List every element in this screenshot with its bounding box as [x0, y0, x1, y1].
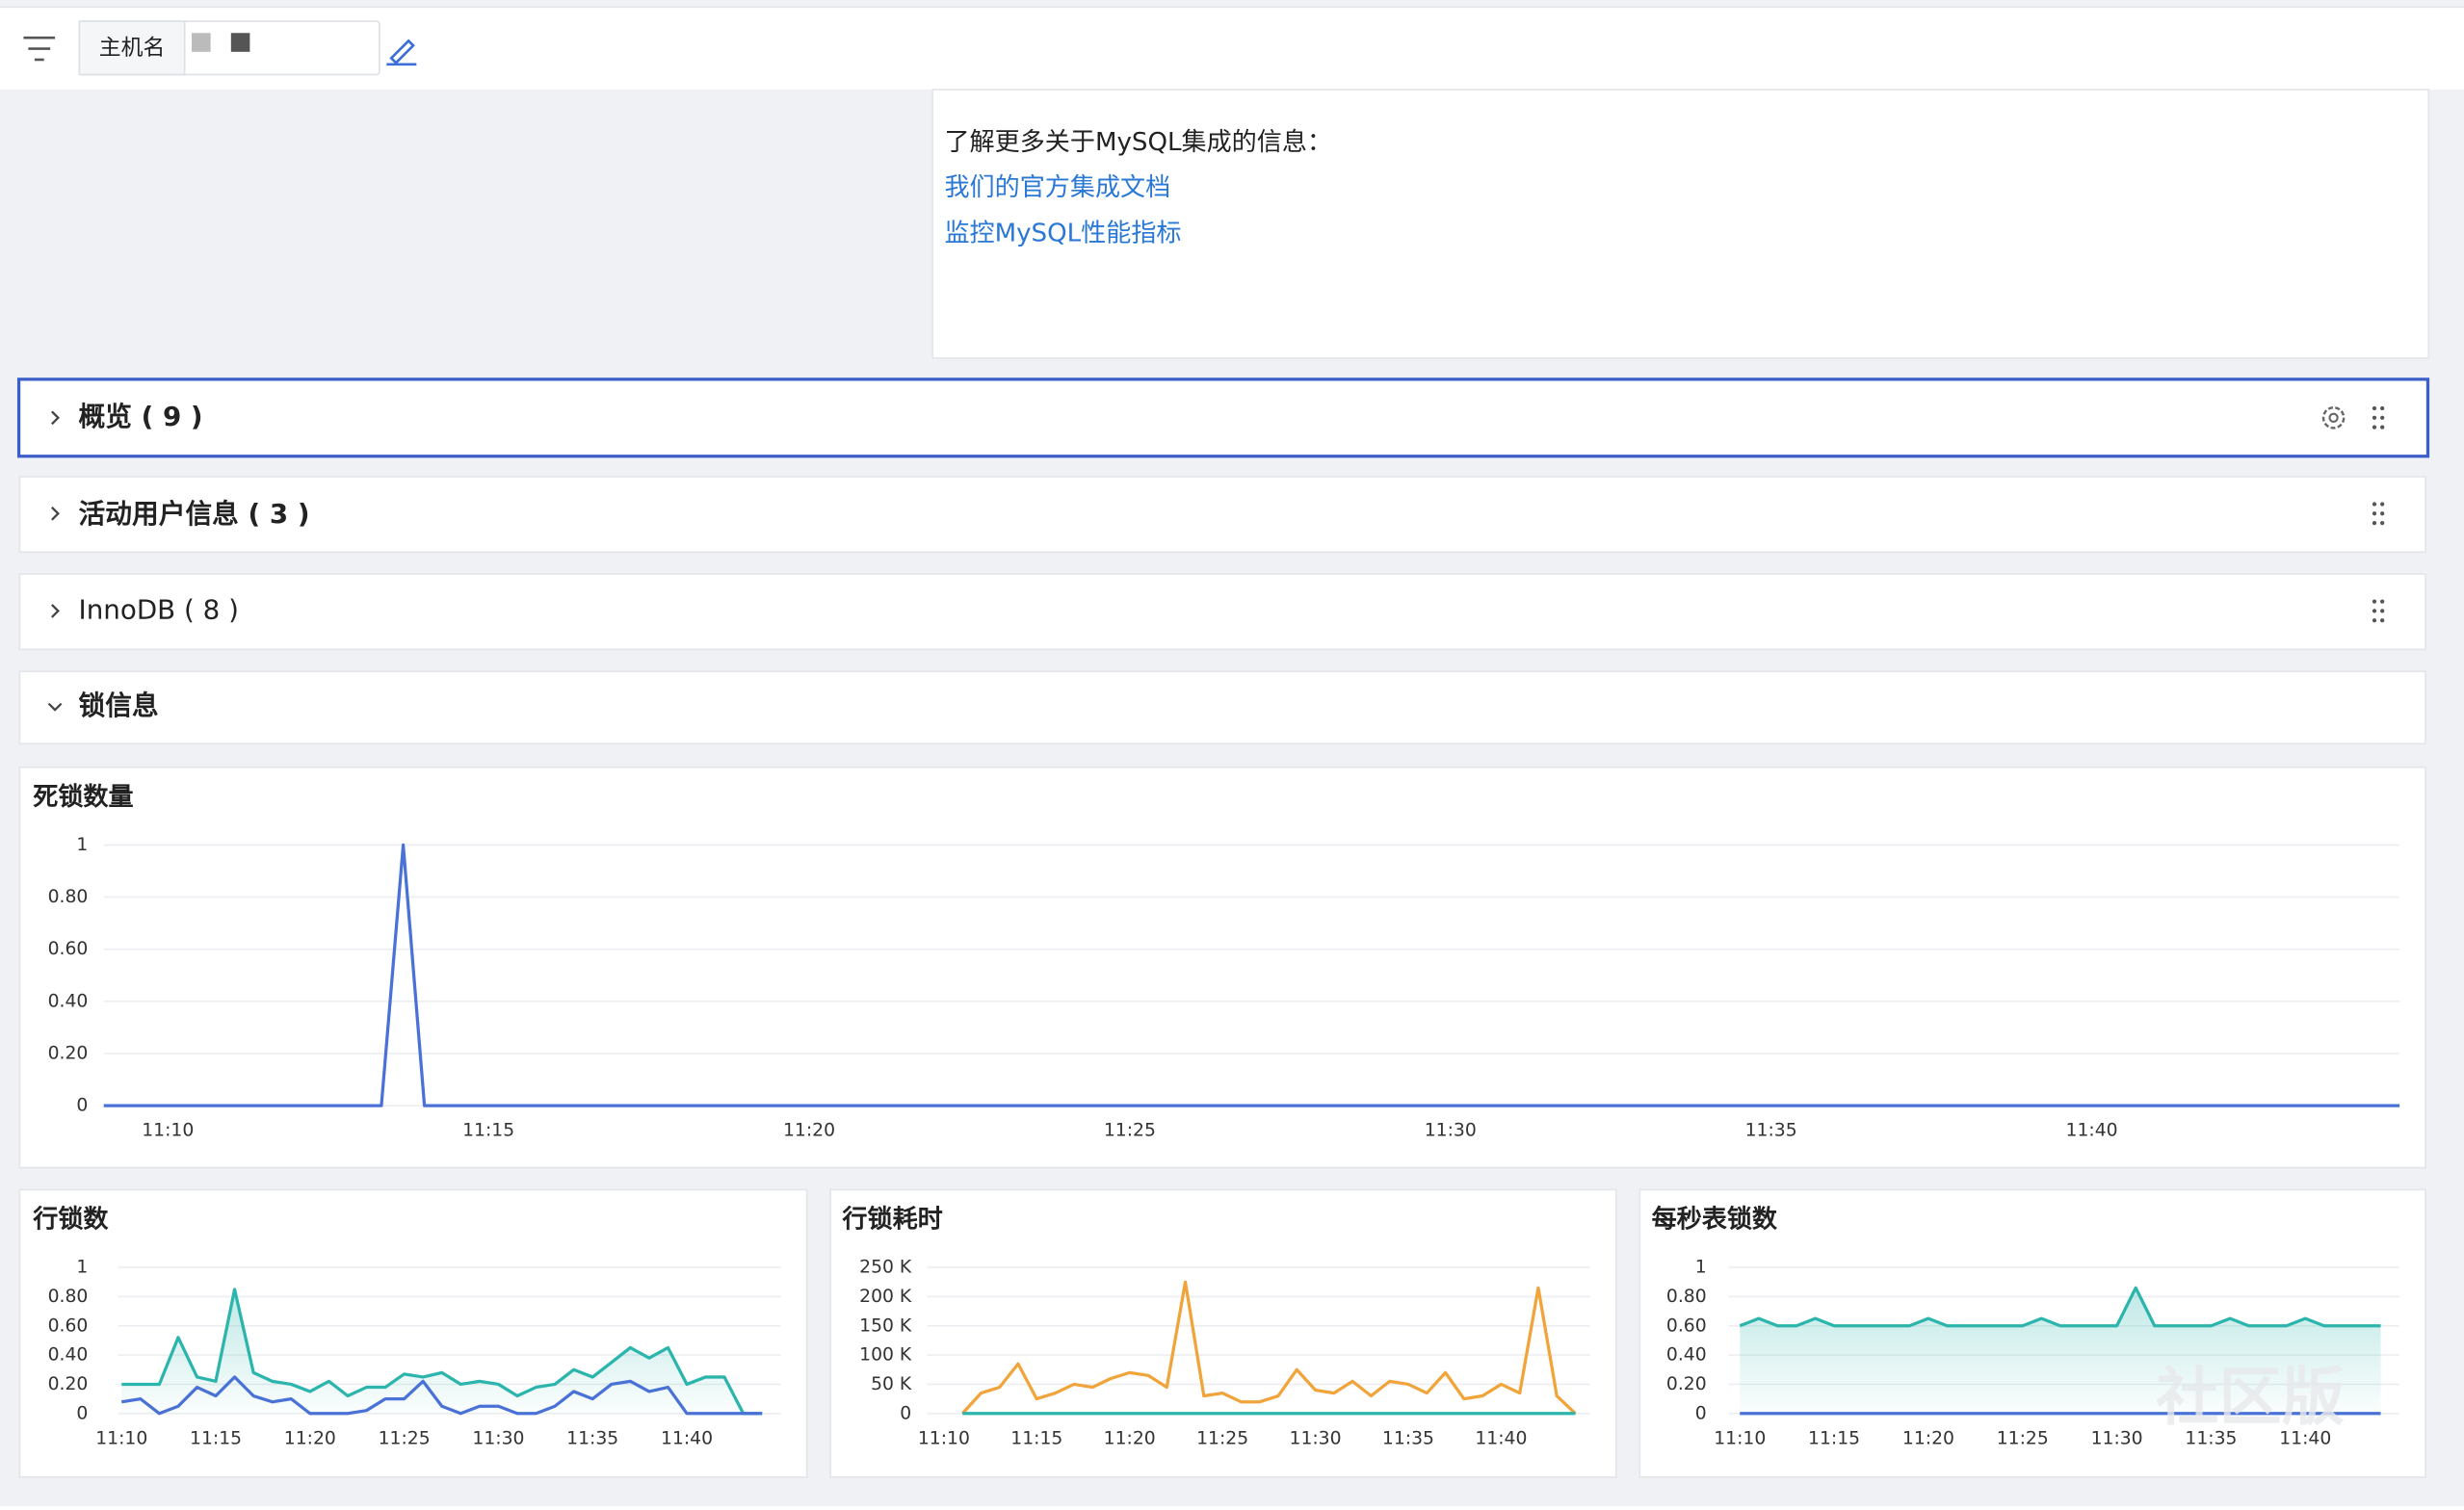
x-tick-label: 11:20 — [284, 1428, 336, 1448]
section-title: InnoDB ( 8 ) — [79, 593, 239, 625]
x-tick-label: 11:30 — [2091, 1428, 2143, 1448]
chart-title: 死锁数量 — [33, 782, 133, 812]
y-tick-label: 1 — [76, 835, 88, 855]
line — [103, 843, 2400, 1107]
y-tick-label: 0 — [1695, 1403, 1707, 1423]
host-label: 主机名 — [99, 36, 165, 61]
area — [121, 1289, 763, 1414]
y-tick-label: 0.40 — [1666, 1345, 1707, 1366]
y-tick-label: 150 K — [859, 1315, 912, 1336]
charts: 死锁数量 0 0.20 0.40 0.60 0.80 1 11:10 11:15 11:20 11:… — [32, 782, 2400, 1448]
chart-card — [18, 766, 2426, 1169]
x-tick-label: 11:35 — [1745, 1121, 1797, 1141]
x-tick-label: 11:35 — [2185, 1428, 2237, 1448]
line — [121, 1288, 763, 1416]
x-tick-label: 11:40 — [2066, 1121, 2118, 1141]
y-tick-label: 0 — [900, 1403, 911, 1423]
chart-title: 行锁耗时 — [841, 1205, 942, 1235]
x-tick-label: 11:20 — [1902, 1428, 1954, 1448]
chart-card — [829, 1188, 1617, 1478]
watermark: 社区版 — [2156, 1361, 2345, 1434]
section-header[interactable] — [16, 378, 2430, 458]
x-tick-label: 11:40 — [1475, 1428, 1527, 1448]
x-tick-label: 11:35 — [566, 1428, 618, 1448]
x-tick-label: 11:40 — [2279, 1428, 2331, 1448]
x-tick-label: 11:10 — [142, 1121, 194, 1141]
y-tick-label: 0.20 — [1666, 1374, 1707, 1394]
link[interactable]: 监控MySQL性能指标 — [944, 220, 1181, 248]
x-tick-label: 11:10 — [1714, 1428, 1766, 1448]
section-title: 锁信息 — [79, 690, 159, 721]
x-tick-label: 11:20 — [783, 1121, 835, 1141]
blurred — [230, 33, 250, 52]
x-tick-label: 11:10 — [95, 1428, 147, 1448]
x-tick-label: 11:20 — [1104, 1428, 1156, 1448]
chart-card — [18, 1188, 808, 1478]
y-tick-label: 0.60 — [1666, 1315, 1707, 1336]
y-tick-label: 0.80 — [48, 887, 89, 907]
y-tick-label: 0.80 — [48, 1287, 89, 1307]
filter-icon[interactable] — [23, 36, 56, 62]
y-tick-label: 0.60 — [48, 1315, 89, 1336]
y-tick-label: 0.80 — [1666, 1287, 1707, 1307]
settings-icon[interactable] — [2321, 405, 2346, 430]
chevrons — [47, 410, 63, 712]
y-tick-label: 0 — [76, 1403, 88, 1423]
link[interactable]: 我们的官方集成文档 — [944, 173, 1170, 202]
chart-title: 行锁数 — [32, 1205, 109, 1235]
chart-title: 每秒表锁数 — [1652, 1205, 1778, 1235]
area — [1740, 1288, 2381, 1414]
x-tick-label: 11:25 — [1997, 1428, 2049, 1448]
x-tick-label: 11:30 — [1290, 1428, 1342, 1448]
x-tick-label: 11:15 — [190, 1428, 242, 1448]
x-tick-label: 11:15 — [1808, 1428, 1860, 1448]
y-tick-label: 0 — [76, 1096, 88, 1116]
x-tick-label: 11:40 — [661, 1428, 713, 1448]
y-tick-label: 0.40 — [48, 1345, 89, 1366]
y-tick-label: 0.20 — [48, 1374, 89, 1394]
x-tick-label: 11:30 — [472, 1428, 524, 1448]
x-tick-label: 11:15 — [1010, 1428, 1062, 1448]
x-tick-label: 11:10 — [918, 1428, 970, 1448]
y-tick-label: 100 K — [859, 1345, 912, 1366]
y-tick-label: 0.60 — [48, 939, 89, 959]
y-tick-label: 200 K — [859, 1287, 912, 1307]
y-tick-label: 1 — [76, 1258, 88, 1278]
x-tick-label: 11:25 — [1104, 1121, 1156, 1141]
section-header[interactable] — [18, 476, 2426, 554]
y-tick-label: 50 K — [871, 1374, 912, 1394]
line — [961, 1280, 1577, 1415]
host-label-box — [78, 20, 186, 76]
x-tick-label: 11:25 — [1196, 1428, 1248, 1448]
x-tick-label: 11:25 — [379, 1428, 431, 1448]
y-tick-label: 1 — [1695, 1258, 1707, 1278]
section-header[interactable] — [18, 670, 2426, 745]
x-tick-label: 11:30 — [1425, 1121, 1477, 1141]
line — [1739, 1286, 2381, 1328]
edit-icon[interactable] — [386, 39, 417, 66]
blurred — [192, 33, 211, 52]
x-tick-label: 11:15 — [462, 1121, 514, 1141]
info-text: 了解更多关于MySQL集成的信息： — [944, 128, 1332, 157]
y-tick-label: 0.40 — [48, 991, 89, 1011]
drag-handles[interactable] — [2372, 405, 2385, 623]
y-tick-label: 250 K — [859, 1258, 912, 1278]
y-tick-label: 0.20 — [48, 1043, 89, 1063]
section-title: 活动用户信息 ( 3 ) — [79, 498, 310, 530]
section-header[interactable] — [18, 573, 2426, 651]
info-panel — [931, 89, 2430, 359]
section-title: 概览 ( 9 ) — [79, 401, 203, 432]
x-tick-label: 11:35 — [1382, 1428, 1434, 1448]
line — [121, 1375, 763, 1416]
